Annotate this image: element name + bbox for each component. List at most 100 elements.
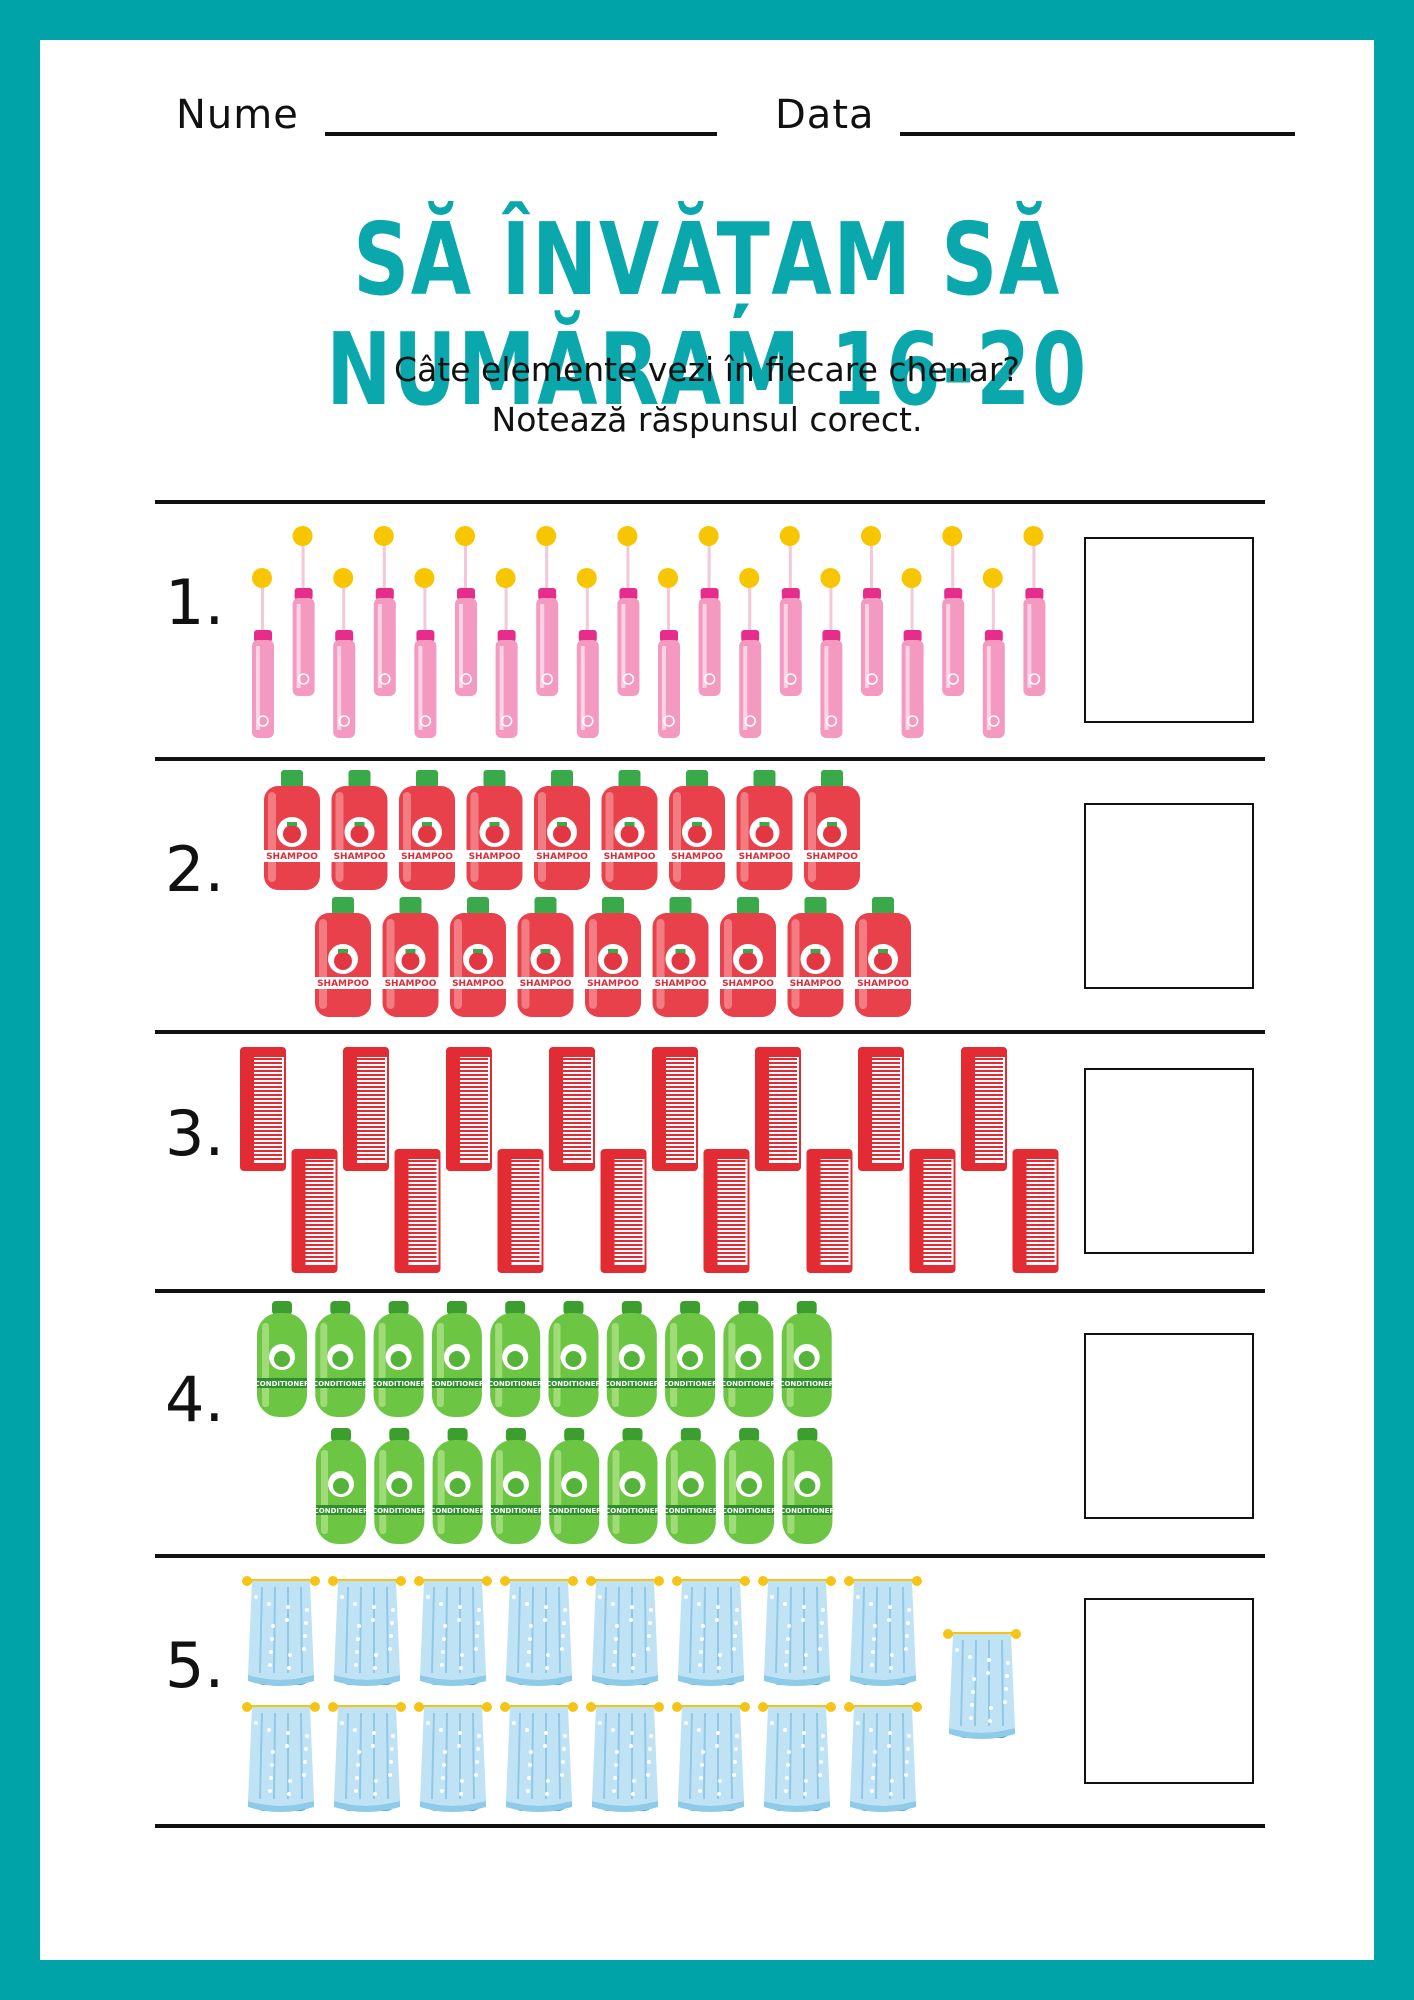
svg-text:SHAMPOO: SHAMPOO <box>401 852 453 862</box>
divider <box>155 1030 1265 1034</box>
conditioner-icon: CONDITIONER <box>313 1301 368 1417</box>
comb-icon <box>1012 1149 1059 1273</box>
conditioner-icon: CONDITIONER <box>722 1428 777 1544</box>
conditioner-icon: CONDITIONER <box>430 1301 485 1417</box>
svg-text:SHAMPOO: SHAMPOO <box>671 852 723 862</box>
conditioner-icon: CONDITIONER <box>780 1428 835 1544</box>
svg-text:SHAMPOO: SHAMPOO <box>857 979 909 989</box>
svg-text:SHAMPOO: SHAMPOO <box>604 852 656 862</box>
exercise-4-number: 4. <box>165 1363 225 1436</box>
shampoo-icon: SHAMPOO <box>517 897 574 1017</box>
divider <box>155 500 1265 504</box>
page-title: SĂ ÎNVĂȚAM SĂ NUMĂRAM 16-20 <box>326 201 1088 428</box>
shampoo-icon: SHAMPOO <box>466 770 523 890</box>
date-label: Data <box>775 92 875 138</box>
shampoo-icon: SHAMPOO <box>652 897 709 1017</box>
answer-box-1[interactable] <box>1084 537 1254 723</box>
towel-icon <box>943 1629 1021 1739</box>
svg-text:CONDITIONER: CONDITIONER <box>780 1507 835 1515</box>
exercise-5-number: 5. <box>165 1629 225 1702</box>
toothbrush-icon <box>779 526 802 696</box>
towel-icon <box>500 1576 578 1686</box>
toothbrush-icon <box>861 526 883 696</box>
towel-icon <box>758 1702 836 1812</box>
towel-icon <box>844 1576 922 1686</box>
instruction-line-2: Notează răspunsul corect. <box>491 400 923 439</box>
exercise-2-number: 2. <box>165 833 225 906</box>
answer-box-3[interactable] <box>1084 1068 1254 1254</box>
instruction-line-1: Câte elemente vezi în fiecare chenar? <box>394 350 1020 389</box>
name-field-line[interactable] <box>325 132 717 136</box>
towel-icon <box>586 1702 664 1812</box>
svg-text:CONDITIONER: CONDITIONER <box>489 1507 544 1515</box>
towel-icon <box>242 1702 320 1812</box>
answer-box-5[interactable] <box>1084 1598 1254 1784</box>
comb-icon <box>858 1047 904 1171</box>
toothbrush-icon <box>658 568 680 738</box>
svg-text:CONDITIONER: CONDITIONER <box>547 1507 602 1515</box>
svg-text:SHAMPOO: SHAMPOO <box>266 852 318 862</box>
towel-icon <box>672 1576 750 1686</box>
svg-text:CONDITIONER: CONDITIONER <box>779 1380 834 1388</box>
toothbrush-icon <box>414 568 437 738</box>
toothbrush-icon <box>576 568 599 738</box>
shampoo-icon: SHAMPOO <box>855 897 911 1017</box>
exercise-1-number: 1. <box>165 566 225 639</box>
conditioner-icon: CONDITIONER <box>663 1428 719 1544</box>
towel-icon <box>328 1576 406 1686</box>
towel-icon <box>844 1702 922 1812</box>
shampoo-icon: SHAMPOO <box>720 897 776 1017</box>
svg-text:CONDITIONER: CONDITIONER <box>430 1380 485 1388</box>
comb-icon <box>961 1047 1007 1171</box>
shampoo-icon: SHAMPOO <box>787 897 844 1017</box>
comb-icon <box>806 1149 853 1273</box>
shampoo-icon: SHAMPOO <box>382 897 439 1017</box>
divider <box>155 1289 1265 1293</box>
conditioner-icon: CONDITIONER <box>779 1301 835 1417</box>
svg-text:SHAMPOO: SHAMPOO <box>385 979 437 989</box>
towel-icon <box>414 1702 492 1812</box>
shampoo-icon: SHAMPOO <box>331 770 388 890</box>
toothbrush-icon <box>982 568 1005 738</box>
conditioner-icon: CONDITIONER <box>488 1301 543 1417</box>
answer-box-4[interactable] <box>1084 1333 1254 1519</box>
svg-text:SHAMPOO: SHAMPOO <box>317 979 369 989</box>
toothbrush-icon <box>942 526 965 696</box>
toothbrush-icon <box>617 526 640 696</box>
shampoo-icon: SHAMPOO <box>534 770 590 890</box>
comb-icon <box>446 1047 492 1171</box>
svg-text:SHAMPOO: SHAMPOO <box>520 979 572 989</box>
svg-text:CONDITIONER: CONDITIONER <box>604 1380 659 1388</box>
svg-text:CONDITIONER: CONDITIONER <box>314 1507 369 1515</box>
toothbrush-icon <box>252 568 274 738</box>
date-field-line[interactable] <box>900 132 1295 136</box>
svg-text:CONDITIONER: CONDITIONER <box>722 1507 777 1515</box>
svg-text:SHAMPOO: SHAMPOO <box>739 852 791 862</box>
svg-text:CONDITIONER: CONDITIONER <box>721 1380 776 1388</box>
comb-icon <box>600 1149 647 1273</box>
conditioner-icon: CONDITIONER <box>663 1301 718 1417</box>
comb-icon <box>343 1047 389 1171</box>
svg-text:SHAMPOO: SHAMPOO <box>655 979 707 989</box>
shampoo-icon: SHAMPOO <box>669 770 725 890</box>
svg-text:SHAMPOO: SHAMPOO <box>806 852 858 862</box>
exercise-3-number: 3. <box>165 1097 225 1170</box>
svg-text:CONDITIONER: CONDITIONER <box>255 1380 310 1388</box>
conditioner-icon: CONDITIONER <box>547 1428 602 1544</box>
comb-icon <box>394 1149 441 1273</box>
comb-icon <box>291 1149 338 1273</box>
conditioner-icon: CONDITIONER <box>255 1301 310 1417</box>
toothbrush-icon <box>1023 526 1046 696</box>
answer-box-2[interactable] <box>1084 803 1254 989</box>
conditioner-icon: CONDITIONER <box>605 1428 660 1544</box>
comb-icon <box>240 1047 286 1171</box>
comb-icon <box>755 1047 801 1171</box>
toothbrush-icon <box>536 526 559 696</box>
shampoo-icon: SHAMPOO <box>736 770 793 890</box>
conditioner-icon: CONDITIONER <box>604 1301 660 1417</box>
toothbrush-icon <box>698 526 721 696</box>
toothbrush-icon <box>495 568 518 738</box>
divider <box>155 757 1265 761</box>
svg-text:SHAMPOO: SHAMPOO <box>790 979 842 989</box>
